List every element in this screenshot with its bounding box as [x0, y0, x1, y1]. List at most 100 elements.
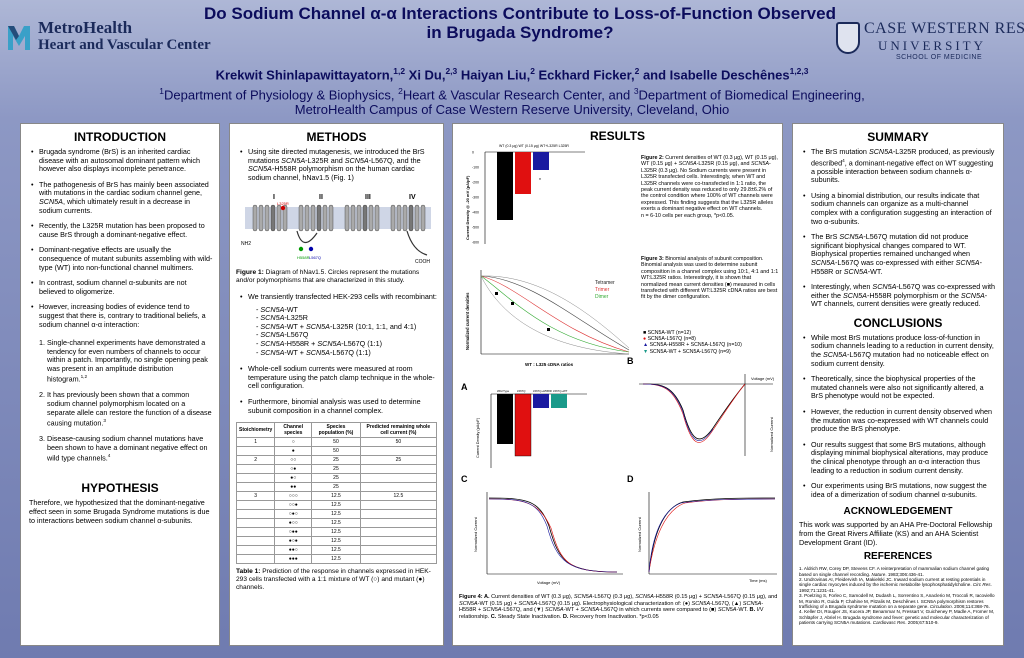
- fig4-legend-item: ▲ SCN5A-H558R + SCN5A-L567Q (n=10): [643, 342, 742, 349]
- helix-segment: [402, 205, 407, 232]
- fig4a-bar-l567q-h558r: [533, 394, 549, 408]
- figure1-caption: Figure 1: Diagram of hNav1.5. Circles re…: [236, 269, 420, 285]
- methods-bullets-3: Whole-cell sodium currents were measured…: [236, 364, 437, 415]
- figure3-caption: Figure 3: Binomial analysis of subunit c…: [641, 256, 779, 301]
- intro-bullet: Recently, the L325R mutation has been pr…: [31, 221, 213, 239]
- l325r-mutation-marker: [280, 206, 285, 211]
- methods-bullet: Whole-cell sodium currents were measured…: [240, 364, 437, 391]
- helix-segment: [310, 205, 315, 232]
- fig4b-curve-l567q: [642, 383, 746, 443]
- table-cell: ○○: [274, 455, 313, 466]
- table-cell: [235, 446, 276, 457]
- table-row: ●○● 12.5: [235, 536, 438, 547]
- table-cell: 50: [359, 437, 438, 448]
- table-cell: 12.5: [311, 536, 361, 547]
- helix-segment: [264, 205, 269, 232]
- logo-left-line1: MetroHealth: [38, 18, 133, 37]
- table-cell: [235, 509, 276, 520]
- fig2-bar-wt015: [515, 152, 531, 194]
- table-row: 1 ○ 50 50: [235, 437, 438, 448]
- logo-right-line3: SCHOOL OF MEDICINE: [896, 54, 983, 61]
- table-cell: [235, 464, 276, 475]
- introduction-panel: INTRODUCTION Brugada syndrome (BrS) is a…: [20, 123, 220, 646]
- table-cell: [359, 518, 438, 529]
- affiliations: 1Department of Physiology & Biophysics, …: [159, 86, 865, 118]
- helix-segment: [396, 205, 401, 232]
- author-list: Krekwit Shinlapawittayatorn,1,2 Xi Du,2,…: [215, 66, 809, 83]
- fig2-ytick-label: -300: [472, 196, 479, 200]
- fig3-curve-dimer: [480, 275, 630, 353]
- table-row: 2 ○○ 25 25: [235, 455, 438, 466]
- table-row: ●●● 12.5: [235, 554, 438, 565]
- domain-label-1: I: [273, 194, 275, 201]
- fig4a-bar-l567q-wt: [551, 394, 567, 408]
- fig2-ylabel: Current Density @ -20 mV (pA/pF): [465, 175, 470, 240]
- fig3-point: [495, 292, 498, 295]
- methods-bullet: We transiently transfected HEK-293 cells…: [240, 292, 437, 302]
- figure4d-recovery-chart: Normalized Current Time (ms): [637, 492, 777, 583]
- l325r-label: L325R: [277, 201, 289, 206]
- table-cell: [359, 464, 438, 475]
- fig4d-ylabel: Normalized Current: [637, 516, 642, 552]
- fig2-ytick-label: -500: [472, 226, 479, 230]
- fig2-ytick-label: 0: [472, 151, 474, 155]
- nh2-label: NH2: [241, 241, 251, 247]
- figure4-caption: Figure 4: A. Current densities of WT (0.…: [459, 594, 778, 620]
- fig2-bar-wt-l325r: [533, 152, 549, 170]
- hypothesis-title: HYPOTHESIS: [81, 481, 159, 496]
- fig4-legend-item: ● SCN5A-L567Q (n=8): [643, 336, 696, 343]
- transmembrane-helices: [252, 205, 425, 232]
- conclusion-bullet: While most BrS mutations produce loss-of…: [803, 333, 997, 368]
- cytoplasmic-loop: [295, 231, 317, 244]
- fig3-curve-trimer: [480, 275, 630, 353]
- references-list: 1. Aldrich RW, Corey DP, Stevens CF. A r…: [799, 566, 995, 626]
- helix-segment: [322, 205, 327, 232]
- fig3-legend-trimer: Trimer: [595, 287, 610, 293]
- fig4a-ylabel: Current Density (pA/pF): [476, 417, 480, 458]
- table-cell: 12.5: [311, 527, 361, 538]
- helix-segment: [316, 205, 321, 232]
- methods-bullet: Furthermore, binomial analysis was used …: [240, 397, 437, 415]
- table-cell: ○○●: [274, 500, 313, 511]
- methods-bullet: Using site directed mutagenesis, we intr…: [240, 147, 437, 182]
- fig4a-label: L567Q: [517, 389, 526, 393]
- h558r-polymorphism-marker: [298, 247, 303, 252]
- table-cell: 50: [311, 446, 361, 457]
- table-cell: [235, 518, 276, 529]
- table-row: ●●○ 12.5: [235, 545, 438, 556]
- helix-segment: [374, 205, 379, 232]
- table-cell: ●○: [274, 473, 313, 484]
- table-row: ○○● 12.5: [235, 500, 438, 511]
- fig4d-curve-2: [648, 498, 776, 573]
- intro-bullet: Dominant-negative effects are usually th…: [31, 246, 213, 272]
- introduction-evidence-list: Single-channel experiments have demonstr…: [27, 338, 213, 463]
- fig4-panel-a-letter: A: [461, 382, 468, 392]
- table-cell: 1: [235, 437, 276, 448]
- fig4-legend: ■ SCN5A-WT (n=12) ● SCN5A-L567Q (n=8) ▲ …: [643, 330, 779, 355]
- fig3-curve-tetramer: [480, 275, 630, 351]
- conclusions-bullets: While most BrS mutations produce loss-of…: [799, 333, 997, 500]
- helix-segment: [420, 205, 425, 232]
- fig4-panel-d-letter: D: [627, 474, 634, 484]
- table-cell: [359, 500, 438, 511]
- case-western-logo: CASE WESTERN RESERVE UNIVERSITY SCHOOL O…: [836, 20, 1024, 68]
- summary-bullets: The BrS mutation SCN5A-L325R produced, a…: [799, 147, 997, 309]
- fig4b-curve-h558r: [642, 383, 714, 441]
- fig4a-label: Wild Type: [497, 389, 510, 393]
- table-cell: [359, 554, 438, 565]
- table-cell: [359, 482, 438, 493]
- table-cell: [235, 527, 276, 538]
- helix-segment: [304, 205, 309, 232]
- helix-segment: [298, 205, 303, 232]
- transfection-item: - SCN5A-L325R: [256, 313, 308, 323]
- domain-label-4: IV: [409, 194, 416, 201]
- table-row: ●○ 25: [235, 473, 438, 484]
- table-cell: ●○●: [274, 536, 313, 547]
- helix-segment: [362, 205, 367, 232]
- table-cell: 12.5: [311, 500, 361, 511]
- hypothesis-text: Therefore, we hypothesized that the domi…: [29, 498, 210, 525]
- fig4-panel-c-letter: C: [461, 474, 468, 484]
- fig4d-xlabel: Time (ms): [749, 578, 768, 583]
- table-cell: [235, 545, 276, 556]
- fig3-point: [547, 328, 550, 331]
